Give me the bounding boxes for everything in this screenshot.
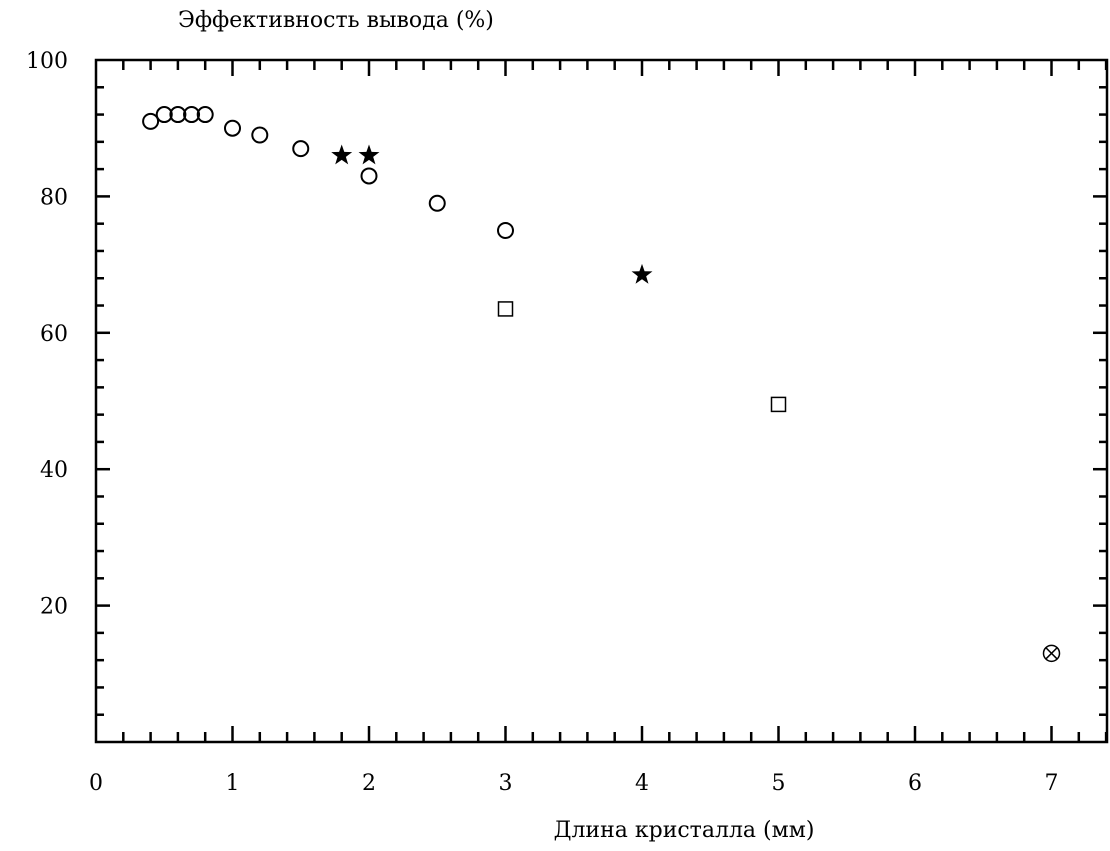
- circle-marker: [183, 106, 201, 124]
- x-tick-label: 7: [1045, 771, 1059, 796]
- x-axis-label: Длина кристалла (мм): [554, 818, 815, 843]
- circle-marker: [497, 222, 514, 239]
- star-marker: [631, 263, 653, 284]
- star-marker: [358, 144, 380, 165]
- x-tick-label: 2: [362, 771, 376, 796]
- x-tick-label: 6: [908, 771, 922, 796]
- y-axis-label: Эффективность вывода (%): [178, 8, 494, 33]
- circle-marker: [292, 140, 310, 158]
- y-tick-label: 60: [40, 322, 68, 347]
- star-marker: [331, 144, 353, 165]
- x-tick-label: 3: [499, 771, 513, 796]
- x-tick-label: 1: [226, 771, 240, 796]
- x-tick-label: 0: [89, 771, 103, 796]
- plot-frame: [94, 58, 1109, 744]
- y-tick-label: 20: [40, 595, 68, 620]
- y-tick-label: 100: [26, 49, 68, 74]
- circle-marker: [224, 119, 241, 137]
- circle-marker: [360, 167, 378, 185]
- y-tick-label: 40: [40, 458, 68, 483]
- circle-marker: [196, 106, 214, 124]
- x-tick-label: 5: [772, 771, 786, 796]
- x-tick-label: 4: [635, 771, 649, 796]
- square-marker: [497, 301, 514, 317]
- y-tick-label: 80: [40, 185, 68, 210]
- circle-marker: [155, 106, 173, 124]
- square-marker: [770, 396, 787, 413]
- circle-marker: [251, 126, 269, 144]
- circle-marker: [142, 112, 160, 130]
- circle-times-marker: [1042, 644, 1061, 663]
- circle-marker: [428, 194, 446, 212]
- circle-marker: [169, 106, 187, 124]
